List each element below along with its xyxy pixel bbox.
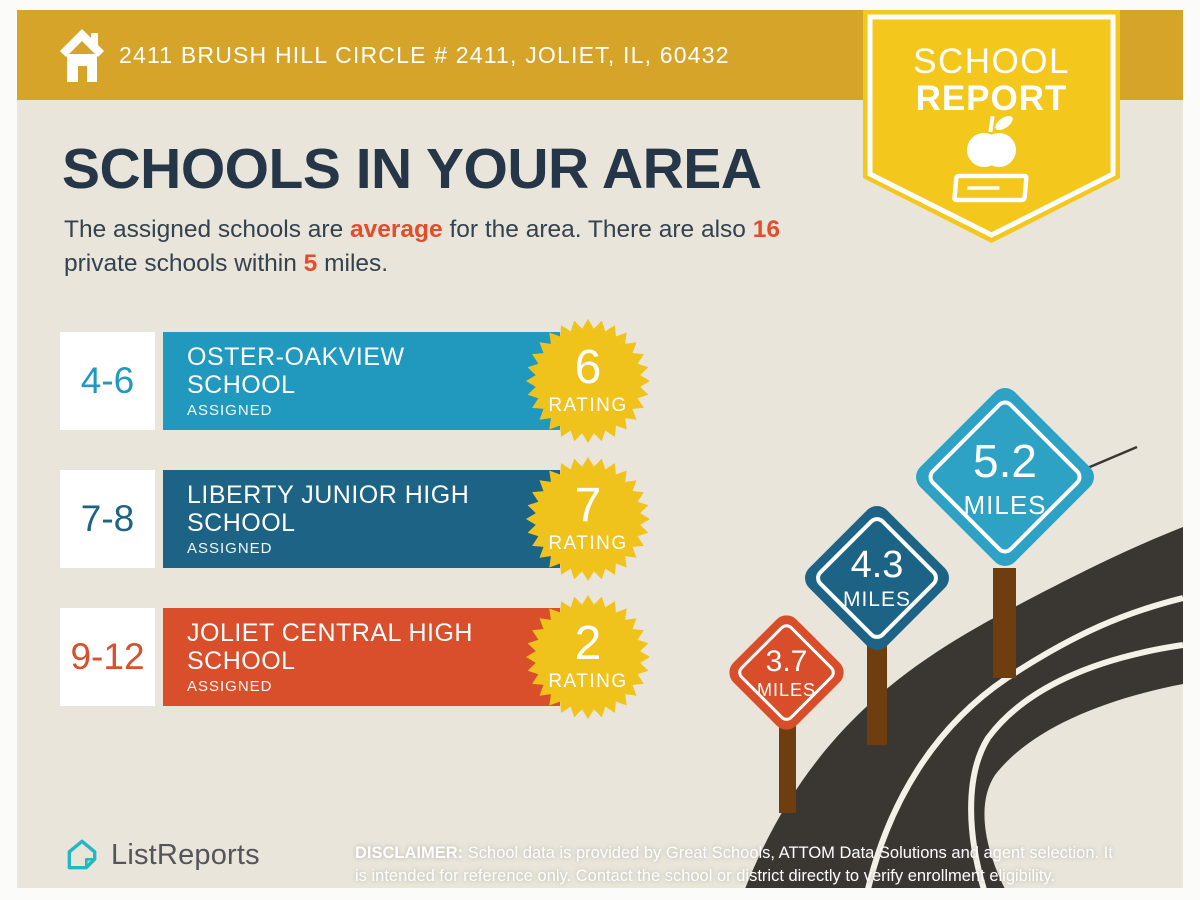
sign-post <box>993 568 1016 678</box>
rating-value: 7 <box>575 479 602 532</box>
assigned-label: ASSIGNED <box>187 678 273 695</box>
grade-range-badge: 4-6 <box>60 332 155 430</box>
listreports-logo: ListReports <box>63 836 260 874</box>
page-title: SCHOOLS IN YOUR AREA <box>62 137 762 201</box>
distance-value: 3.7 <box>765 644 808 678</box>
disclaimer-line1: School data is provided by Great Schools… <box>463 844 1113 862</box>
distance-value: 5.2 <box>973 434 1037 487</box>
rating-label: RATING <box>548 671 627 692</box>
apple-on-book-icon <box>952 115 1029 203</box>
rating-value: 2 <box>575 617 602 670</box>
rating-starburst: 6 RATING <box>526 319 650 443</box>
school-row: 7-8 LIBERTY JUNIOR HIGH SCHOOL ASSIGNED <box>17 470 717 568</box>
assigned-label: ASSIGNED <box>187 540 273 557</box>
home-icon <box>60 29 104 82</box>
summary-highlight-miles: 5 <box>303 249 318 277</box>
rating-value: 6 <box>575 341 602 394</box>
school-report-badge: SCHOOL REPORT <box>863 10 1120 243</box>
school-row: 9-12 JOLIET CENTRAL HIGH SCHOOL ASSIGNED <box>17 608 717 706</box>
summary-highlight-count: 16 <box>752 216 780 243</box>
sign-post <box>779 725 796 813</box>
disclaimer-label: DISCLAIMER: <box>355 844 464 862</box>
distance-sign: 5.2 MILES <box>910 382 1100 572</box>
listreports-house-icon <box>67 839 97 870</box>
rating-starburst: 2 RATING <box>526 595 650 719</box>
school-name: OSTER-OAKVIEW SCHOOL <box>187 343 405 399</box>
school-name: LIBERTY JUNIOR HIGH SCHOOL <box>187 481 470 537</box>
summary-part: The assigned schools are <box>64 216 350 243</box>
summary-highlight-average: average <box>350 216 443 243</box>
disclaimer-line2: is intended for reference only. Contact … <box>355 867 1056 886</box>
summary-part: miles. <box>317 249 389 277</box>
distance-sign: 3.7 MILES <box>723 609 850 736</box>
rating-label: RATING <box>548 533 627 554</box>
grade-range-badge: 9-12 <box>60 608 155 706</box>
distance-sign: 4.3 MILES <box>799 500 955 656</box>
badge-line1: SCHOOL <box>913 42 1070 81</box>
grade-range-badge: 7-8 <box>60 470 155 568</box>
summary-part: private schools within <box>64 249 304 277</box>
school-bar: OSTER-OAKVIEW SCHOOL ASSIGNED <box>163 332 560 430</box>
disclaimer-text: DISCLAIMER: School data is provided by G… <box>355 842 1115 888</box>
school-bar: JOLIET CENTRAL HIGH SCHOOL ASSIGNED <box>163 608 560 706</box>
distance-unit: MILES <box>842 588 912 611</box>
brand-name: ListReports <box>111 838 260 871</box>
road-graphic <box>745 445 1183 888</box>
assigned-label: ASSIGNED <box>187 402 273 419</box>
school-row: 4-6 OSTER-OAKVIEW SCHOOL ASSIGNED <box>17 332 717 430</box>
badge-line2: REPORT <box>916 79 1068 118</box>
infographic-content: 2411 BRUSH HILL CIRCLE # 2411, JOLIET, I… <box>17 10 1183 888</box>
distance-unit: MILES <box>756 679 817 700</box>
school-name: JOLIET CENTRAL HIGH SCHOOL <box>187 619 473 675</box>
sign-post <box>867 645 887 745</box>
summary-text: The assigned schools are average for the… <box>64 213 884 280</box>
property-address: 2411 BRUSH HILL CIRCLE # 2411, JOLIET, I… <box>119 41 730 68</box>
school-bar: LIBERTY JUNIOR HIGH SCHOOL ASSIGNED <box>163 470 560 568</box>
distance-unit: MILES <box>963 489 1047 520</box>
rating-label: RATING <box>548 395 627 416</box>
distance-value: 4.3 <box>850 544 904 586</box>
summary-part: for the area. There are also <box>442 216 753 243</box>
rating-starburst: 7 RATING <box>526 457 650 581</box>
